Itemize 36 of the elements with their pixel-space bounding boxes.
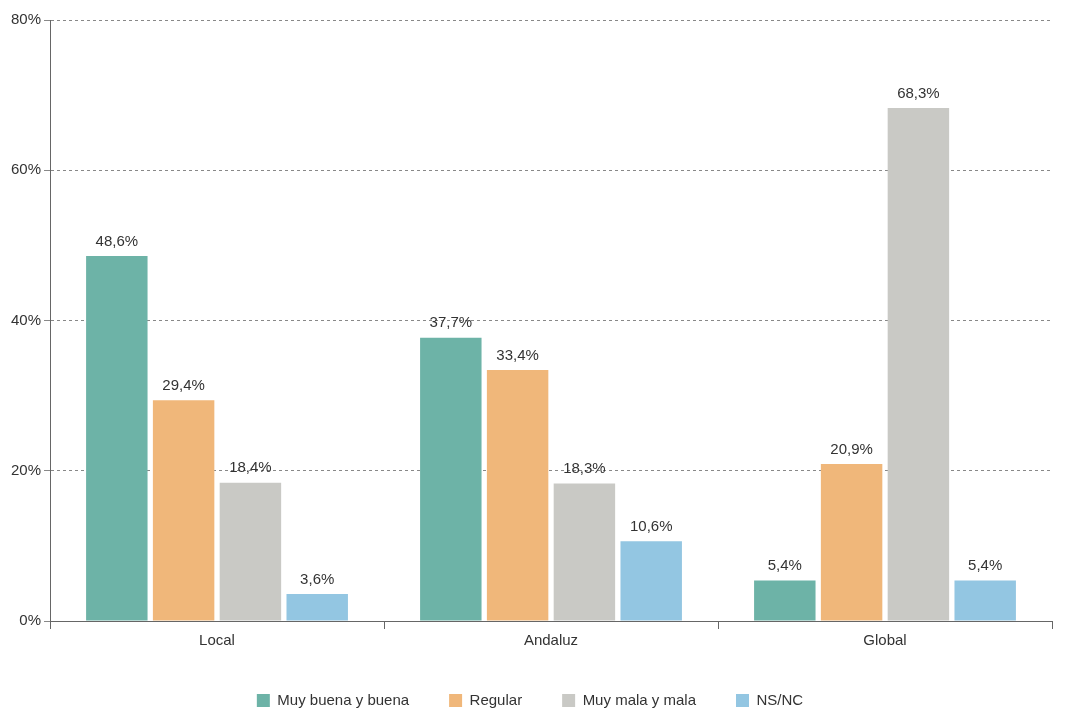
data-label: 37,7%: [429, 313, 473, 331]
data-label: 18,3%: [563, 459, 606, 477]
bar: [553, 483, 616, 621]
y-tick-label: 40%: [10, 310, 42, 328]
x-tick-label: Andaluz: [523, 631, 579, 649]
data-label: 3,6%: [300, 569, 335, 587]
data-label: 10,6%: [629, 517, 673, 535]
bar: [754, 580, 816, 621]
y-tick-label: 80%: [10, 10, 42, 28]
bar: [219, 482, 282, 621]
x-tick-label: Local: [199, 631, 235, 649]
bar: [486, 370, 549, 621]
data-label: 5,4%: [968, 556, 1003, 574]
data-label: 29,4%: [162, 375, 205, 393]
data-label: 18,4%: [229, 458, 272, 476]
data-label: 33,4%: [496, 345, 539, 363]
bar: [152, 400, 215, 621]
data-label: 20,9%: [830, 439, 873, 457]
bar: [86, 255, 148, 621]
bar: [954, 580, 1016, 621]
y-tick-label: 60%: [10, 160, 42, 178]
bar: [286, 593, 348, 621]
data-label: 5,4%: [767, 556, 802, 574]
legend-label: Muy buena y buena: [277, 690, 410, 708]
data-label: 68,3%: [897, 83, 940, 101]
y-tick-label: 20%: [10, 460, 42, 478]
bar: [887, 107, 950, 621]
legend-label: Muy mala y mala: [582, 690, 697, 708]
legend-label: Regular: [469, 690, 523, 708]
legend-label: NS/NC: [756, 690, 804, 708]
bar: [620, 541, 682, 621]
x-tick-label: Global: [863, 631, 907, 649]
bar: [420, 337, 482, 621]
data-label: 48,6%: [95, 231, 139, 249]
y-tick-label: 0%: [19, 611, 42, 629]
bar: [820, 463, 883, 621]
